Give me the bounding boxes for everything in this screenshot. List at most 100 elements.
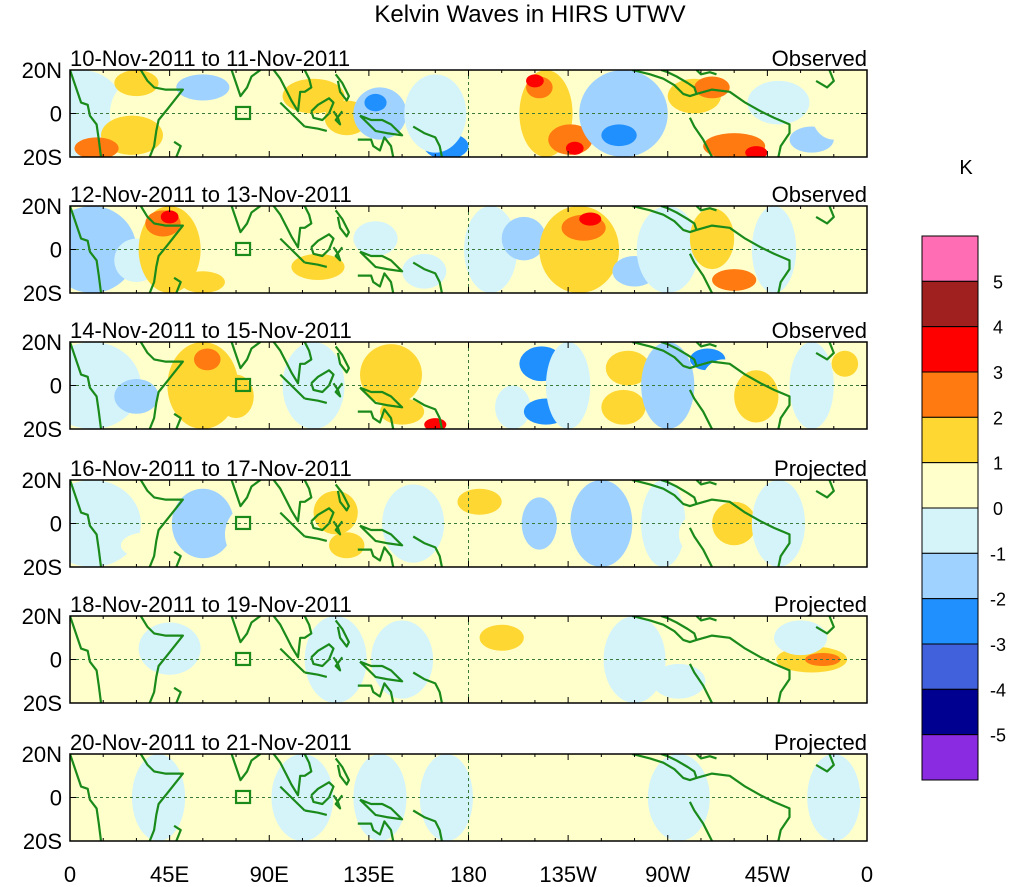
map-panel: 20N 0 20S 14-Nov-2011 to 15-Nov-2011 Observe…: [22, 318, 867, 442]
panel-date-range: 14-Nov-2011 to 15-Nov-2011: [70, 318, 352, 343]
lon-label: 135E: [343, 862, 394, 887]
colorbar-swatch: [922, 644, 978, 689]
anomaly-contour: [708, 627, 761, 671]
panel-type: Projected: [774, 592, 867, 617]
kelvin-wave-figure: Kelvin Waves in HIRS UTWV 20N020S10-Nov-…: [0, 0, 1015, 887]
anomaly-contour: [114, 379, 158, 414]
anomaly-contour: [502, 217, 546, 261]
map-panel: 20N020S16-Nov-2011 to 17-Nov-2011 Project…: [22, 456, 867, 580]
lat-label: 20N: [22, 604, 62, 629]
anomaly-contour: [747, 81, 809, 125]
lat-label: 0: [50, 102, 62, 127]
lat-label: 0: [50, 786, 62, 811]
anomaly-contour: [601, 124, 636, 146]
colorbar-level: -1: [990, 544, 1006, 564]
panel-type: Observed: [772, 318, 867, 343]
panel-date-range: 16-Nov-2011 to 17-Nov-2011: [70, 456, 352, 481]
colorbar-level: -3: [990, 635, 1006, 655]
anomaly-contour: [353, 754, 406, 841]
panel-date-range: 12-Nov-2011 to 13-Nov-2011: [70, 182, 352, 207]
lon-label: 45E: [150, 862, 189, 887]
lon-label: 135W: [539, 862, 597, 887]
map-panel: 20N020S18-Nov-2011 to 19-Nov-2011 Project…: [22, 592, 867, 716]
anomaly-field: [37, 59, 867, 159]
anomaly-contour: [225, 502, 291, 567]
lat-label: 0: [50, 238, 62, 263]
anomaly-contour: [161, 210, 179, 223]
anomaly-field: [43, 342, 867, 431]
anomaly-contour: [329, 532, 364, 558]
map-panel: 20N020S20-Nov-2011 to 21-Nov-2011 Project…: [22, 730, 867, 854]
anomaly-contour: [420, 754, 473, 841]
colorbar: 5 4 3 2 1 0 -1 -2 -3 -4 -5 K: [922, 157, 1006, 780]
lat-label: 20S: [23, 417, 62, 442]
anomaly-contour: [475, 528, 528, 563]
anomaly-contour: [477, 754, 548, 841]
map-panel: 20N 0 20S 10-Nov-2011 to 11-Nov-2011 Observe…: [22, 46, 867, 170]
lon-label: 0: [861, 862, 873, 887]
figure-title: Kelvin Waves in HIRS UTWV: [374, 1, 685, 28]
map-panel: 20N 0 20S 12-Nov-2011 to 13-Nov-2011 Observe…: [22, 182, 867, 306]
anomaly-contour: [694, 77, 729, 99]
colorbar-level: 4: [993, 318, 1003, 338]
colorbar-swatch: [922, 508, 978, 553]
colorbar-swatch: [922, 689, 978, 734]
anomaly-contour: [139, 623, 201, 675]
colorbar-swatch: [922, 599, 978, 644]
anomaly-contour: [364, 94, 386, 111]
lat-label: 20S: [23, 555, 62, 580]
colorbar-unit: K: [959, 157, 973, 179]
longitude-axis: 0 45E 90E 135E 180 135W 90W 45W 0: [64, 862, 873, 887]
anomaly-contour: [579, 213, 601, 226]
lat-label: 20N: [22, 194, 62, 219]
anomaly-contour: [176, 74, 229, 100]
anomaly-contour: [181, 271, 225, 293]
map-panels: 20N 0 20S 10-Nov-2011 to 11-Nov-2011 Observe…: [22, 46, 867, 854]
lat-label: 0: [50, 374, 62, 399]
lon-label: 45W: [745, 862, 790, 887]
lat-label: 20S: [23, 691, 62, 716]
anomaly-contour: [121, 532, 174, 558]
colorbar-swatch: [922, 735, 978, 780]
lon-label: 180: [450, 862, 487, 887]
panel-type: Observed: [772, 46, 867, 71]
panel-date-range: 18-Nov-2011 to 19-Nov-2011: [70, 592, 352, 617]
colorbar-swatch: [922, 553, 978, 598]
lat-label: 20S: [23, 829, 62, 854]
anomaly-contour: [712, 269, 756, 291]
colorbar-swatch: [922, 236, 978, 281]
anomaly-contour: [74, 137, 118, 159]
anomaly-contour: [353, 221, 397, 256]
panel-date-range: 10-Nov-2011 to 11-Nov-2011: [70, 46, 350, 71]
anomaly-contour: [457, 489, 501, 515]
anomaly-contour: [601, 390, 645, 425]
colorbar-level: -4: [990, 680, 1006, 700]
lat-label: 20N: [22, 330, 62, 355]
anomaly-contour: [690, 208, 734, 269]
colorbar-level: -5: [990, 726, 1006, 746]
lon-label: 90W: [645, 862, 690, 887]
colorbar-level: 3: [993, 363, 1003, 383]
panel-date-range: 20-Nov-2011 to 21-Nov-2011: [70, 730, 352, 755]
lon-label: 0: [64, 862, 76, 887]
anomaly-contour: [652, 664, 705, 699]
colorbar-level: 1: [993, 454, 1003, 474]
anomaly-contour: [526, 74, 544, 87]
lat-label: 20S: [23, 281, 62, 306]
anomaly-contour: [194, 349, 221, 371]
lat-label: 20N: [22, 58, 62, 83]
anomaly-contour: [114, 70, 158, 96]
lon-label: 90E: [250, 862, 289, 887]
colorbar-swatch: [922, 372, 978, 417]
anomaly-contour: [832, 351, 859, 377]
colorbar-swatch: [922, 327, 978, 372]
colorbar-level: 2: [993, 408, 1003, 428]
panel-type: Observed: [772, 182, 867, 207]
anomaly-contour: [480, 625, 524, 651]
colorbar-swatch: [922, 463, 978, 508]
anomaly-contour: [774, 620, 827, 655]
lat-label: 20N: [22, 468, 62, 493]
colorbar-level: 0: [993, 499, 1003, 519]
colorbar-level: 5: [993, 272, 1003, 292]
panel-type: Projected: [774, 730, 867, 755]
